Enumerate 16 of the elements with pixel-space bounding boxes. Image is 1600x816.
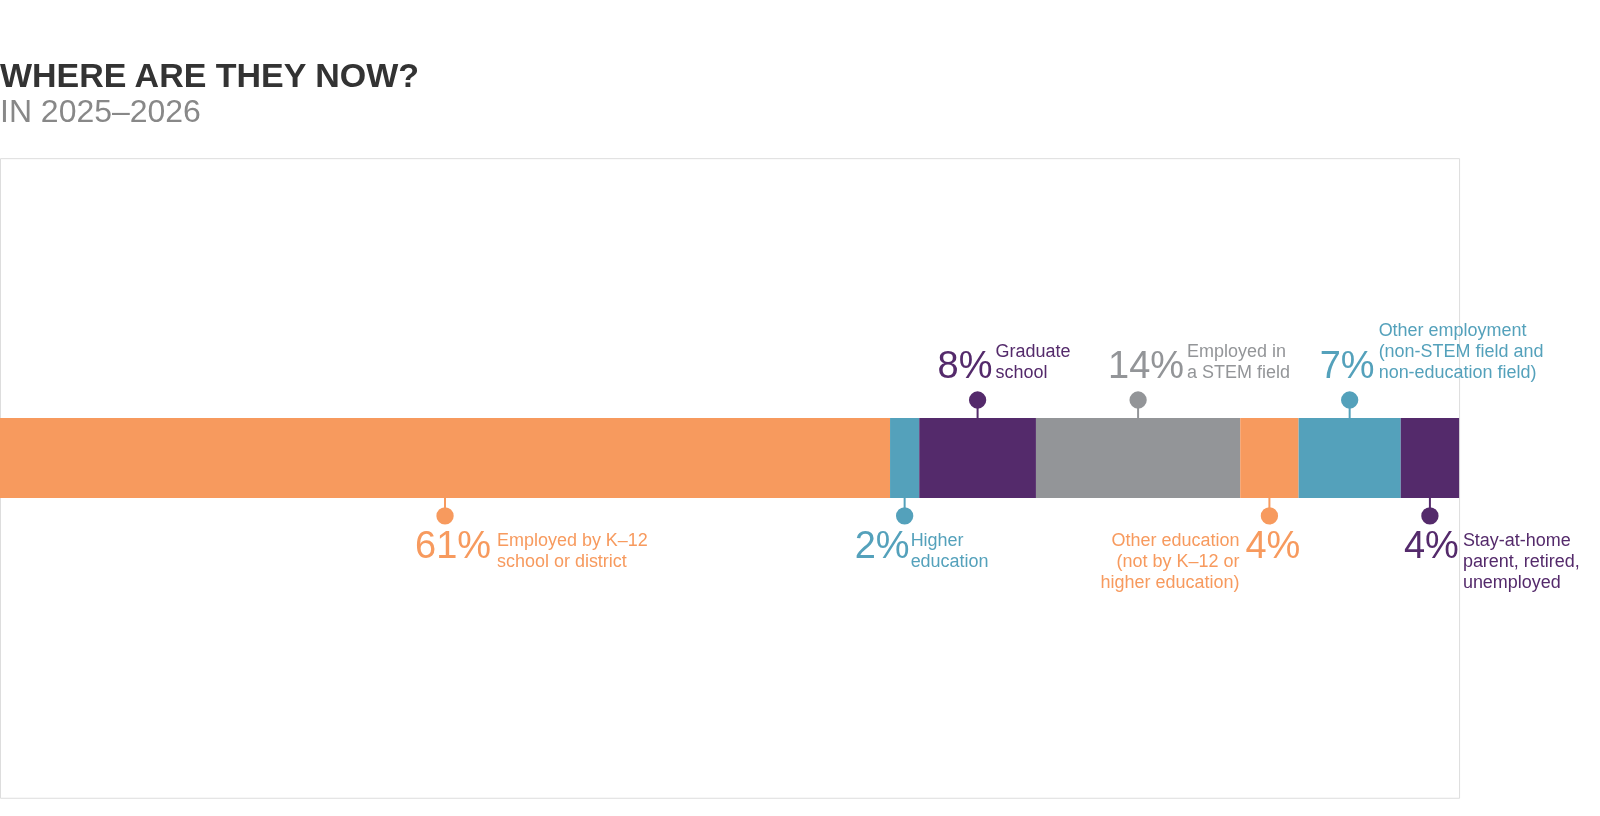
data-label: 14% bbox=[1108, 344, 1185, 387]
series-label: Stay-at-home parent, retired, unemployed bbox=[1462, 529, 1580, 592]
chart-subtitle: IN 2025–2026 bbox=[0, 93, 201, 130]
series-label: Employed by K–12 school or district bbox=[496, 529, 648, 571]
series-label: Employed in a STEM field bbox=[1187, 341, 1290, 383]
chart-title: WHERE ARE THEY NOW? bbox=[0, 56, 419, 95]
data-label: 4% bbox=[1403, 523, 1459, 566]
data-label: 61% bbox=[415, 523, 492, 566]
series-label: Graduate school bbox=[995, 341, 1071, 383]
data-label: 4% bbox=[1245, 523, 1301, 566]
data-label: 7% bbox=[1319, 344, 1375, 387]
legend-label: Higher education bbox=[910, 529, 989, 571]
data-label: 8% bbox=[937, 344, 993, 387]
data-label: 2% bbox=[854, 523, 910, 566]
series-label: Other employment (non-STEM field and non-education field) bbox=[1378, 320, 1544, 383]
series-label: Other education (not by K–12 or higher education) bbox=[1100, 529, 1240, 592]
